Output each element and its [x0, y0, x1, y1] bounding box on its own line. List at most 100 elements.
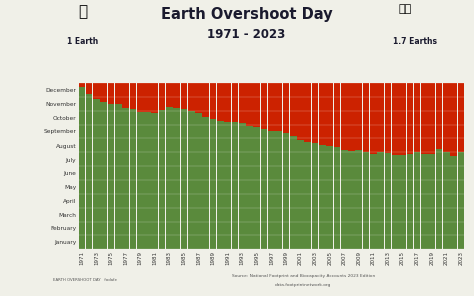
Bar — [224, 83, 231, 122]
Text: EARTH OVERSHOOT DAY   fodafe: EARTH OVERSHOOT DAY fodafe — [54, 278, 117, 282]
Bar — [268, 131, 275, 249]
Bar — [312, 83, 319, 143]
Bar — [428, 83, 435, 154]
Bar — [151, 113, 158, 249]
Bar — [217, 121, 224, 249]
Bar — [450, 83, 457, 156]
Bar — [166, 83, 173, 107]
Bar — [363, 83, 369, 152]
Bar — [246, 83, 253, 126]
Bar — [93, 83, 100, 99]
Bar — [181, 109, 187, 249]
Bar — [108, 83, 114, 104]
Bar — [79, 87, 85, 249]
Text: Earth Overshoot Day: Earth Overshoot Day — [161, 7, 332, 22]
Bar — [100, 83, 107, 102]
Bar — [407, 154, 413, 249]
Bar — [443, 83, 450, 152]
Text: 1 Earth: 1 Earth — [67, 37, 99, 46]
Bar — [319, 83, 326, 145]
Bar — [275, 83, 282, 131]
Bar — [122, 108, 129, 249]
Bar — [115, 83, 122, 104]
Bar — [144, 83, 151, 112]
Bar — [261, 83, 267, 129]
Bar — [297, 140, 304, 249]
Bar — [188, 83, 194, 111]
Bar — [392, 155, 399, 249]
Bar — [312, 143, 319, 249]
Bar — [79, 83, 85, 87]
Bar — [341, 83, 347, 150]
Bar — [304, 142, 311, 249]
Bar — [436, 149, 442, 249]
Bar — [261, 129, 267, 249]
Bar — [224, 122, 231, 249]
Bar — [341, 150, 347, 249]
Text: 1971 - 2023: 1971 - 2023 — [207, 28, 286, 41]
Bar — [414, 152, 420, 249]
Text: data.footprintnetwork.org: data.footprintnetwork.org — [275, 283, 331, 287]
Bar — [254, 127, 260, 249]
Bar — [137, 83, 144, 112]
Bar — [144, 112, 151, 249]
Bar — [457, 152, 464, 249]
Bar — [457, 83, 464, 152]
Bar — [86, 83, 92, 94]
Bar — [232, 122, 238, 249]
Bar — [275, 131, 282, 249]
Bar — [326, 83, 333, 147]
Bar — [370, 83, 377, 154]
Bar — [151, 83, 158, 113]
Bar — [166, 107, 173, 249]
Bar — [202, 117, 209, 249]
Bar — [195, 113, 202, 249]
Bar — [436, 83, 442, 149]
Bar — [210, 83, 217, 119]
Bar — [348, 151, 355, 249]
Bar — [100, 102, 107, 249]
Bar — [254, 83, 260, 127]
Bar — [86, 94, 92, 249]
Text: Source: National Footprint and Biocapacity Accounts 2023 Edition: Source: National Footprint and Biocapaci… — [232, 274, 375, 278]
Bar — [399, 83, 406, 155]
Bar — [421, 83, 428, 154]
Bar — [195, 83, 202, 113]
Bar — [129, 83, 136, 109]
Bar — [428, 154, 435, 249]
Bar — [334, 83, 340, 147]
Bar — [356, 83, 362, 150]
Bar — [108, 104, 114, 249]
Bar — [326, 147, 333, 249]
Bar — [384, 83, 392, 153]
Bar — [283, 133, 289, 249]
Bar — [414, 83, 420, 152]
Bar — [319, 145, 326, 249]
Bar — [268, 83, 275, 131]
Bar — [377, 152, 384, 249]
Bar — [407, 83, 413, 154]
Bar — [384, 153, 392, 249]
Bar — [297, 83, 304, 140]
Bar — [377, 83, 384, 152]
Text: 1.7 Earths: 1.7 Earths — [393, 37, 437, 46]
Bar — [283, 83, 289, 133]
Bar — [173, 108, 180, 249]
Bar — [363, 152, 369, 249]
Bar — [334, 147, 340, 249]
Bar — [246, 126, 253, 249]
Bar — [93, 99, 100, 249]
Bar — [122, 83, 129, 108]
Bar — [392, 83, 399, 155]
Bar — [173, 83, 180, 108]
Bar — [217, 83, 224, 121]
Text: 🌍: 🌍 — [78, 4, 88, 20]
Bar — [290, 136, 297, 249]
Bar — [232, 83, 238, 122]
Bar — [181, 83, 187, 109]
Bar — [450, 156, 457, 249]
Text: 🌍🌑: 🌍🌑 — [399, 4, 412, 15]
Bar — [304, 83, 311, 142]
Bar — [239, 83, 246, 123]
Bar — [399, 155, 406, 249]
